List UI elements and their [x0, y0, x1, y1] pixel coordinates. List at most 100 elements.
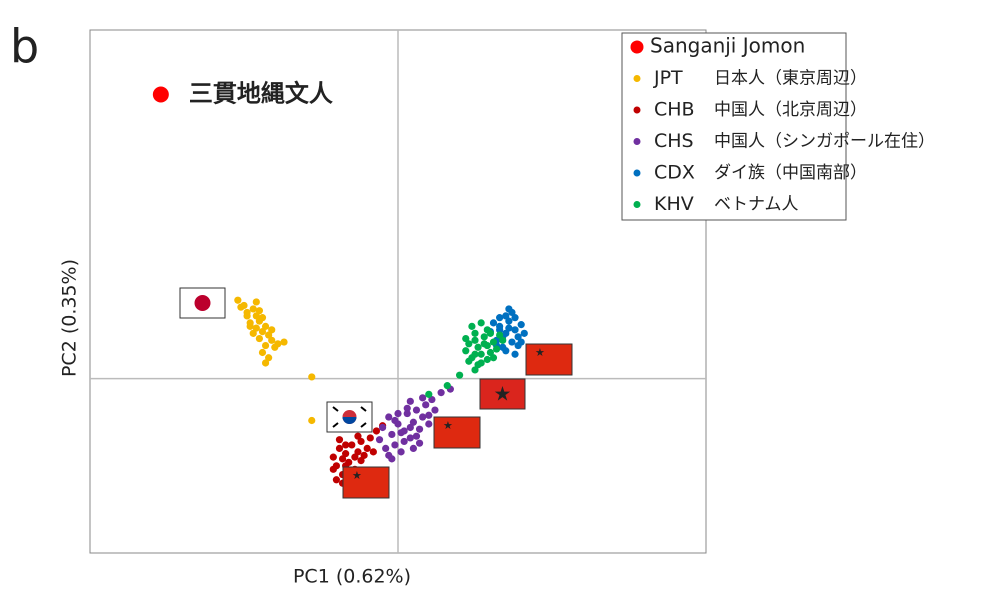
point: [409, 418, 417, 426]
legend-label: JPT: [653, 67, 683, 89]
point: [514, 333, 522, 341]
point: [338, 455, 347, 463]
point: [492, 345, 501, 353]
point: [388, 430, 396, 439]
point: [351, 453, 359, 461]
point: [261, 322, 270, 330]
point: [357, 437, 365, 446]
point: [496, 314, 504, 322]
point: [480, 333, 488, 341]
point: [483, 355, 491, 364]
point: [471, 329, 479, 337]
legend-marker: [633, 201, 641, 208]
point: [517, 321, 525, 329]
point: [520, 329, 528, 337]
legend-label: KHV: [654, 193, 694, 215]
legend-marker: [633, 138, 641, 145]
point: [462, 347, 470, 355]
point: [480, 340, 488, 348]
point: [403, 404, 411, 412]
svg-text:★: ★: [535, 346, 545, 359]
point: [391, 416, 399, 425]
point: [354, 432, 362, 440]
point: [308, 416, 316, 425]
point: [517, 338, 525, 346]
point: [332, 476, 340, 484]
legend-description: ベトナム人: [714, 195, 799, 215]
point-annotation: 三貫地縄文人: [189, 80, 333, 108]
legend-label: CHS: [654, 130, 694, 152]
point: [261, 341, 270, 350]
point: [388, 455, 396, 463]
point: [249, 329, 257, 337]
point: [505, 324, 513, 332]
point: [243, 312, 251, 320]
point: [499, 336, 507, 344]
point: [152, 86, 169, 103]
point: [329, 465, 337, 473]
point: [406, 434, 414, 442]
point: [415, 439, 424, 447]
legend-description: ダイ族（中国南部）: [714, 163, 867, 183]
point: [379, 423, 387, 432]
point: [465, 357, 473, 365]
point: [415, 425, 424, 433]
legend-label: Sanganji Jomon: [650, 34, 805, 58]
point: [419, 413, 427, 421]
point: [249, 305, 257, 313]
panel-label: b: [10, 20, 39, 74]
point: [471, 366, 479, 374]
point: [258, 327, 267, 336]
flag-vietnam: ★: [479, 378, 526, 410]
legend: Sanganji Jomon JPT 日本人（東京周辺） CHB 中国人（北京周辺） CH…: [630, 34, 935, 215]
point: [252, 312, 260, 320]
point: [456, 371, 464, 379]
point: [246, 322, 254, 330]
point: [443, 382, 451, 390]
point: [397, 429, 405, 437]
point: [394, 409, 402, 418]
point: [477, 350, 485, 358]
point: [496, 331, 504, 339]
point: [252, 324, 260, 332]
point: [437, 389, 445, 397]
flag-japan: [179, 287, 226, 319]
point: [465, 340, 473, 348]
point: [268, 336, 276, 344]
legend-description: 中国人（北京周辺）: [714, 100, 867, 120]
point: [489, 338, 498, 346]
point: [342, 441, 350, 449]
point: [477, 319, 485, 327]
point: [406, 397, 414, 405]
point: [425, 420, 433, 428]
point: [369, 448, 377, 456]
point: [385, 413, 393, 421]
point: [329, 453, 337, 461]
legend-marker: [633, 75, 641, 82]
legend-label: CDX: [654, 162, 695, 184]
point: [486, 329, 494, 337]
point: [234, 296, 242, 304]
point: [308, 373, 316, 381]
points: 三貫地縄文人: [152, 80, 528, 491]
legend-description: 中国人（シンガポール在住）: [714, 132, 935, 152]
point: [489, 354, 498, 362]
svg-text:★: ★: [352, 469, 362, 482]
point: [412, 432, 421, 440]
point: [252, 298, 260, 306]
point: [237, 303, 245, 311]
point: [265, 331, 273, 339]
point: [425, 411, 433, 419]
point: [391, 441, 399, 449]
point: [342, 450, 350, 458]
point: [431, 406, 439, 414]
point: [502, 347, 510, 355]
legend-box: [621, 32, 847, 221]
svg-text:★: ★: [494, 382, 512, 406]
point: [268, 326, 276, 334]
point: [360, 451, 368, 459]
point: [372, 427, 381, 435]
point: [382, 444, 390, 452]
point: [511, 326, 519, 334]
